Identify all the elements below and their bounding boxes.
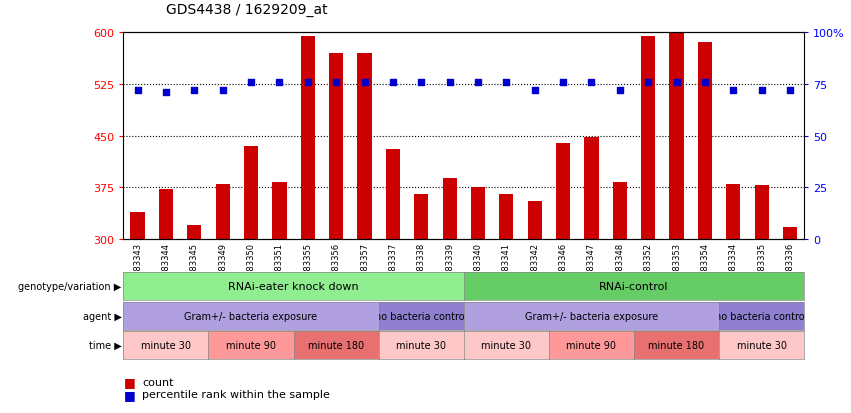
Point [187, 88, 201, 94]
Point [386, 79, 400, 86]
Bar [187, 226, 202, 240]
Point [727, 88, 740, 94]
Point [557, 79, 570, 86]
Bar [130, 212, 145, 240]
Bar [613, 183, 627, 240]
Text: genotype/variation ▶: genotype/variation ▶ [19, 282, 122, 292]
Point [500, 79, 513, 86]
Text: no bacteria control: no bacteria control [375, 311, 467, 321]
Point [329, 79, 343, 86]
Text: minute 180: minute 180 [308, 340, 364, 350]
Bar [443, 179, 457, 240]
Bar [670, 33, 683, 240]
Bar [300, 36, 315, 240]
Text: minute 90: minute 90 [226, 340, 276, 350]
Point [783, 88, 797, 94]
Point [357, 79, 371, 86]
Text: percentile rank within the sample: percentile rank within the sample [142, 389, 330, 399]
Text: minute 30: minute 30 [482, 340, 531, 350]
Point [244, 79, 258, 86]
Text: minute 30: minute 30 [397, 340, 446, 350]
Text: ■: ■ [123, 375, 135, 389]
Text: Gram+/- bacteria exposure: Gram+/- bacteria exposure [185, 311, 317, 321]
Bar [244, 147, 258, 240]
Point [528, 88, 541, 94]
Point [755, 88, 768, 94]
Bar [386, 150, 400, 240]
Bar [698, 43, 712, 240]
Bar [641, 36, 655, 240]
Bar [329, 54, 343, 240]
Bar [357, 54, 372, 240]
Bar [414, 195, 428, 240]
Text: no bacteria control: no bacteria control [716, 311, 808, 321]
Text: RNAi-control: RNAi-control [599, 282, 669, 292]
Point [443, 79, 456, 86]
Point [414, 79, 428, 86]
Point [131, 88, 145, 94]
Bar [556, 143, 570, 240]
Text: count: count [142, 377, 174, 387]
Point [613, 88, 626, 94]
Point [159, 90, 173, 96]
Text: GDS4438 / 1629209_at: GDS4438 / 1629209_at [166, 2, 328, 17]
Bar [159, 190, 173, 240]
Text: time ▶: time ▶ [89, 340, 122, 350]
Bar [783, 227, 797, 240]
Text: minute 30: minute 30 [737, 340, 786, 350]
Bar [272, 183, 287, 240]
Text: ■: ■ [123, 388, 135, 401]
Point [585, 79, 598, 86]
Point [670, 79, 683, 86]
Point [642, 79, 655, 86]
Text: agent ▶: agent ▶ [83, 311, 122, 321]
Point [698, 79, 711, 86]
Text: RNAi-eater knock down: RNAi-eater knock down [228, 282, 359, 292]
Point [301, 79, 315, 86]
Bar [471, 188, 485, 240]
Point [216, 88, 230, 94]
Bar [726, 185, 740, 240]
Text: minute 30: minute 30 [141, 340, 191, 350]
Text: minute 180: minute 180 [648, 340, 705, 350]
Bar [755, 186, 768, 240]
Bar [215, 185, 230, 240]
Bar [528, 202, 542, 240]
Bar [500, 195, 513, 240]
Text: Gram+/- bacteria exposure: Gram+/- bacteria exposure [525, 311, 658, 321]
Point [471, 79, 485, 86]
Text: minute 90: minute 90 [567, 340, 616, 350]
Bar [585, 138, 598, 240]
Point [272, 79, 286, 86]
